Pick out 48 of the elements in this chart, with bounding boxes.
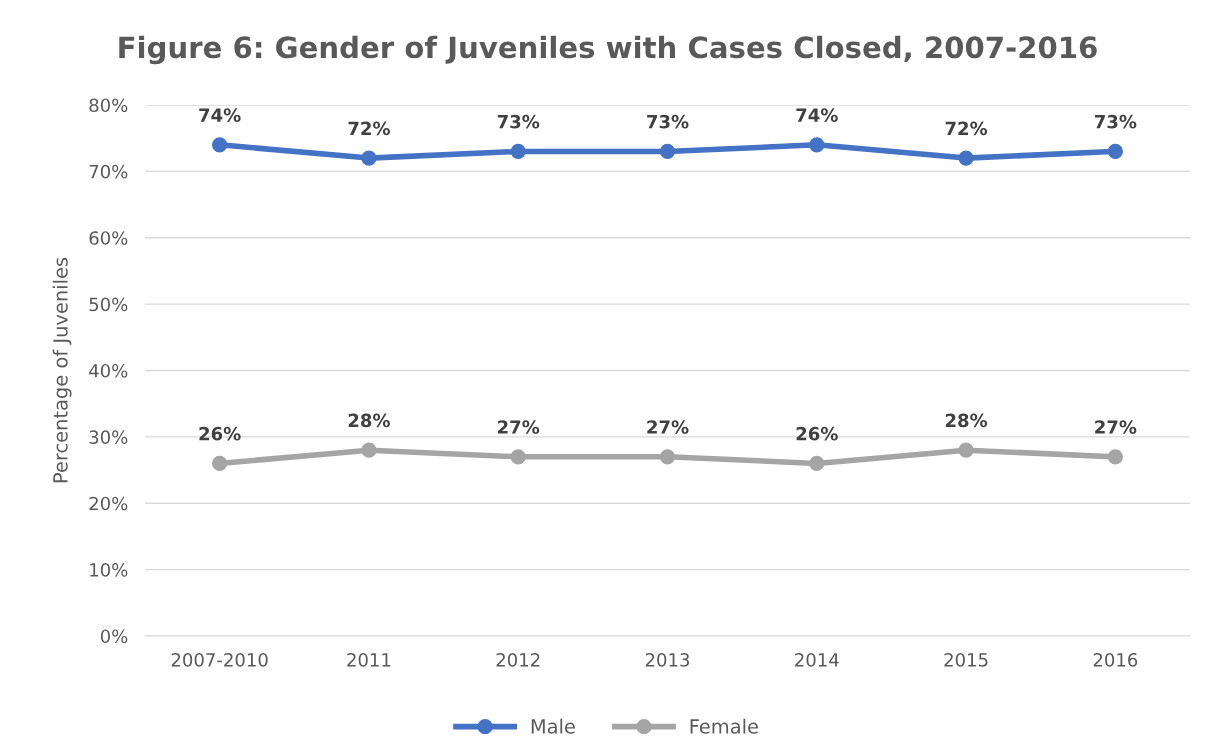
y-tick-label: 0% [100, 629, 128, 644]
data-label: 28% [348, 413, 390, 428]
y-tick-label: 80% [89, 98, 128, 113]
data-label: 73% [647, 114, 689, 129]
data-label: 73% [1094, 114, 1137, 129]
chart-title: Figure 6: Gender of Juveniles with Cases Closed, 2007-2016 [119, 35, 1097, 65]
data-label: 72% [945, 121, 988, 136]
point [510, 143, 526, 160]
y-tick-label: 20% [89, 496, 128, 511]
y-tick-label: 60% [89, 231, 128, 245]
point [659, 449, 676, 465]
y-axis-title: Percentage of Juveniles [52, 257, 72, 483]
data-label: 27% [1095, 420, 1137, 434]
point [1107, 143, 1123, 160]
legend-label: Male [531, 718, 575, 734]
point [510, 449, 526, 465]
x-tick-label: 2015 [944, 652, 988, 667]
data-label: 72% [348, 121, 390, 136]
point [809, 137, 825, 153]
point [958, 150, 974, 166]
y-tick-label: 40% [89, 363, 128, 378]
y-tick-label: 50% [89, 297, 128, 312]
y-tick-label: 30% [89, 430, 128, 444]
x-tick-label: 2013 [645, 652, 690, 667]
point [659, 143, 676, 160]
data-label: 73% [497, 114, 540, 129]
x-tick-label: 2016 [1093, 652, 1138, 667]
point [361, 442, 377, 458]
point [1107, 449, 1123, 465]
point [212, 137, 228, 153]
data-label: 26% [199, 426, 241, 441]
y-tick-label: 70% [89, 164, 128, 179]
x-tick-label: 2012 [496, 652, 540, 667]
x-tick-label: 2011 [347, 652, 391, 667]
data-label: 74% [796, 108, 838, 122]
data-label: 28% [945, 413, 988, 428]
data-label: 26% [796, 426, 838, 441]
point [212, 455, 228, 472]
x-tick-label: 2014 [795, 652, 839, 667]
point [958, 442, 974, 458]
x-tick-label: 2007-2010 [171, 652, 268, 667]
point [809, 455, 825, 472]
data-label: 74% [199, 108, 241, 122]
legend-label: Female [690, 718, 758, 734]
data-label: 27% [498, 420, 540, 434]
data-label: 27% [647, 420, 689, 434]
point [361, 150, 377, 166]
y-tick-label: 10% [90, 563, 128, 577]
